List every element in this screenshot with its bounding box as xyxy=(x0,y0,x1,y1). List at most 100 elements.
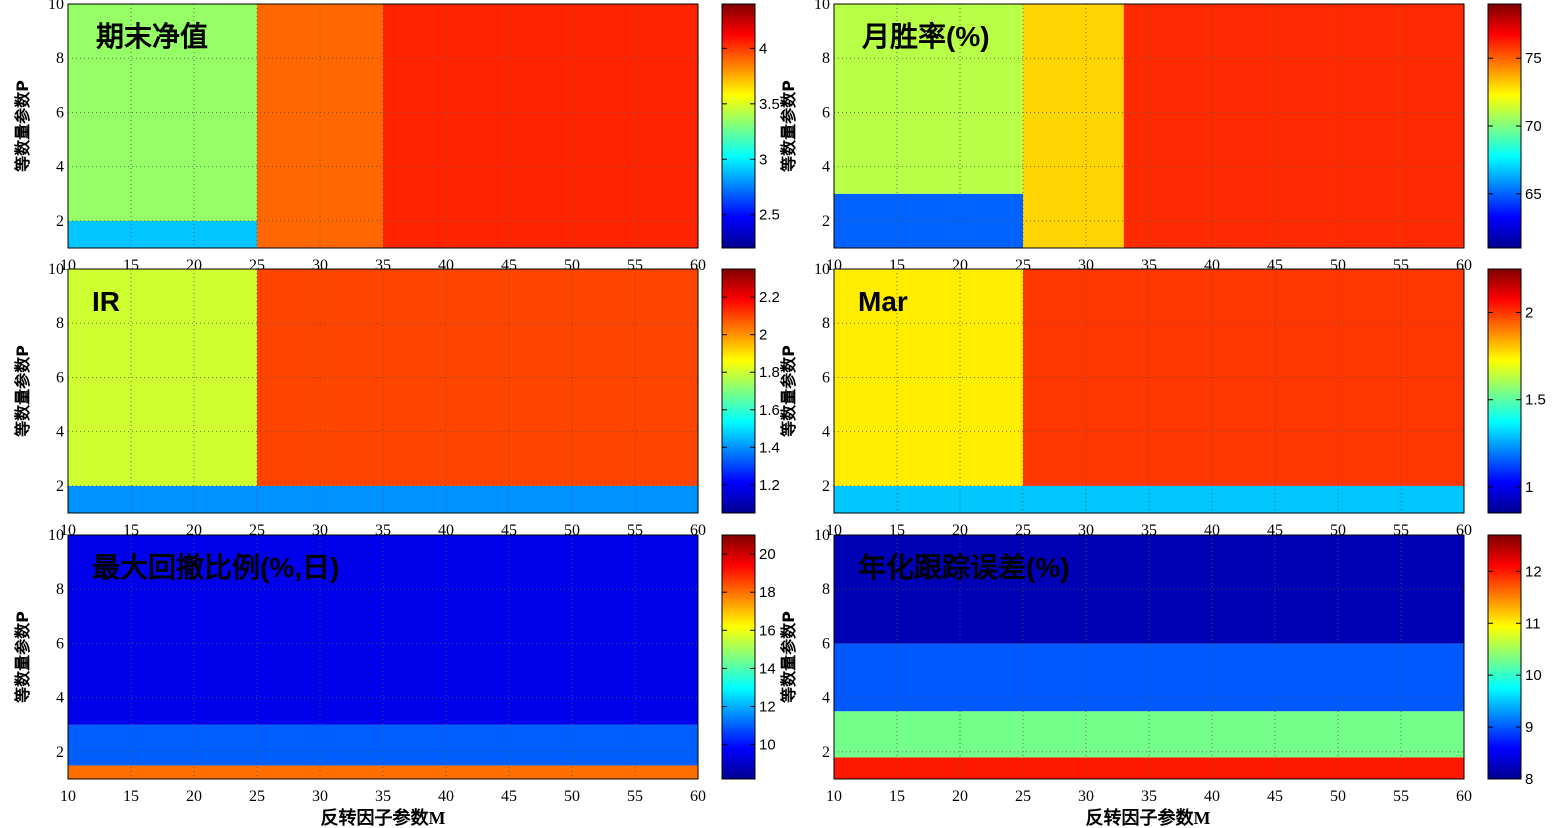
x-tick-label: 15 xyxy=(123,788,139,805)
colorbar-tick-label: 65 xyxy=(1525,186,1542,203)
x-tick-label: 40 xyxy=(1204,788,1220,805)
colorbar-tick-label: 16 xyxy=(759,622,776,639)
colorbar-tick-label: 12 xyxy=(759,699,776,716)
colorbar-bar xyxy=(721,268,756,514)
colorbar-tick-label: 9 xyxy=(1525,719,1533,736)
y-tick-label: 8 xyxy=(822,581,830,598)
y-tick-label: 10 xyxy=(814,0,830,13)
y-tick-label: 4 xyxy=(822,424,830,441)
y-tick-label: 4 xyxy=(56,159,64,176)
y-tick-label: 10 xyxy=(48,0,64,13)
colorbar-tick-label: 2.5 xyxy=(759,207,780,224)
colorbar-tick-label: 10 xyxy=(759,737,776,754)
y-tick-label: 2 xyxy=(56,213,64,230)
colorbar-tick-label: 1.2 xyxy=(759,477,780,494)
x-tick-label: 60 xyxy=(1456,788,1472,805)
colorbar-tick-label: 1.4 xyxy=(759,439,780,456)
colorbar-bar xyxy=(1487,268,1522,514)
x-tick-label: 40 xyxy=(438,788,454,805)
y-tick-label: 10 xyxy=(48,261,64,278)
plot-title: 期末净值 xyxy=(96,21,208,52)
x-tick-label: 45 xyxy=(1267,788,1283,805)
heatmap-cell xyxy=(68,535,698,725)
x-axis-label-right: 反转因子参数M xyxy=(1086,807,1211,828)
colorbar-bar xyxy=(1487,534,1522,780)
heatmap-cell xyxy=(68,269,257,486)
colorbar: 1.2 1.4 1.6 1.8 2 2.2 xyxy=(721,268,780,514)
plot-frame xyxy=(833,268,1465,514)
x-tick-label: 10 xyxy=(826,788,842,805)
y-tick-label: 10 xyxy=(814,261,830,278)
x-tick-label: 25 xyxy=(249,788,265,805)
colorbar-tick-label: 1.5 xyxy=(1525,392,1546,409)
subplot-3: 10 15 20 25 30 35 40 45 50 55 60246810等数量参数PIR1.21… xyxy=(13,261,780,539)
plot-title: 月胜率(%) xyxy=(861,20,990,52)
heatmap-cell xyxy=(257,269,698,486)
colorbar-tick-label: 1.6 xyxy=(759,402,780,419)
plot-title: Mar xyxy=(858,286,908,317)
x-tick-label: 15 xyxy=(889,788,905,805)
x-tick-label: 30 xyxy=(1078,788,1094,805)
colorbar-tick-label: 4 xyxy=(759,40,767,57)
heatmap-cell xyxy=(834,4,1023,194)
y-axis-label: 等数量参数P xyxy=(13,80,32,173)
x-tick-label: 25 xyxy=(1015,788,1031,805)
heatmap-cell xyxy=(68,220,257,248)
colorbar-tick-label: 14 xyxy=(759,660,776,677)
y-tick-label: 6 xyxy=(822,369,830,386)
y-tick-label: 2 xyxy=(56,744,64,761)
plot-title: 年化跟踪误差(%) xyxy=(858,551,1070,583)
y-tick-label: 4 xyxy=(56,690,64,707)
heatmap-cell xyxy=(68,4,257,221)
colorbar-bar xyxy=(721,3,756,249)
colorbar: 65 70 75 xyxy=(1487,3,1542,249)
colorbar-tick-label: 10 xyxy=(1525,667,1542,684)
colorbar-tick-label: 11 xyxy=(1525,615,1541,632)
colorbar: 2.5 3 3.5 4 xyxy=(721,3,780,249)
x-tick-label: 60 xyxy=(690,788,706,805)
heatmap-cell xyxy=(834,269,1023,486)
y-tick-label: 6 xyxy=(822,635,830,652)
x-axis-label-left: 反转因子参数M xyxy=(321,807,446,828)
plot-title: 最大回撤比例(%,日) xyxy=(92,551,339,583)
y-tick-label: 4 xyxy=(56,424,64,441)
heatmap-cell xyxy=(1123,4,1464,248)
heatmap-cell xyxy=(1023,269,1464,486)
plot-frame xyxy=(833,534,1465,780)
x-tick-label: 55 xyxy=(1393,788,1409,805)
subplot-6: 10 15 20 25 30 35 40 45 50 55 60 2 4 6 8 10 等数量参数P 年化跟踪误差… xyxy=(779,527,1542,805)
subplot-4: 10 15 20 25 30 35 40 45 50 55 60246810等数量参数PMar11.… xyxy=(779,261,1546,539)
x-tick-label: 20 xyxy=(952,788,968,805)
colorbar-tick-label: 75 xyxy=(1525,50,1542,67)
plot-frame xyxy=(67,268,699,514)
subplot-1: 10 15 20 25 30 35 40 45 50 55 60246810等数量参数P期末净值2.… xyxy=(13,0,780,274)
colorbar-tick-label: 12 xyxy=(1525,563,1542,580)
heatmap-cell xyxy=(68,485,698,513)
y-axis-label: 等数量参数P xyxy=(779,80,798,173)
y-tick-label: 10 xyxy=(814,527,830,544)
colorbar-tick-label: 1.8 xyxy=(759,364,780,381)
heatmap-regions xyxy=(68,535,698,779)
colorbar-tick-label: 3.5 xyxy=(759,96,780,113)
y-tick-label: 6 xyxy=(822,104,830,121)
colorbar-bar xyxy=(721,534,756,780)
y-tick-label: 6 xyxy=(56,369,64,386)
y-axis-label: 等数量参数P xyxy=(779,345,798,438)
heatmap-cell xyxy=(834,757,1464,779)
heatmap-regions xyxy=(68,269,698,513)
y-tick-label: 8 xyxy=(822,315,830,332)
y-tick-label: 6 xyxy=(56,104,64,121)
colorbar-tick-label: 18 xyxy=(759,584,776,601)
colorbar-tick-label: 2 xyxy=(1525,305,1533,322)
heatmap-cell xyxy=(834,485,1464,513)
plot-frame xyxy=(67,534,699,780)
subplot-5: 10 15 20 25 30 35 40 45 50 55 60 2 4 6 8 10 等数量参数P 最大回撤比例… xyxy=(13,527,776,805)
plot-frame xyxy=(833,3,1465,249)
colorbar-tick-label: 2.2 xyxy=(759,289,780,306)
y-tick-label: 8 xyxy=(56,581,64,598)
y-tick-label: 10 xyxy=(48,527,64,544)
colorbar-tick-label: 2 xyxy=(759,327,767,344)
y-tick-label: 8 xyxy=(822,50,830,67)
heatmap-cell xyxy=(68,765,698,779)
